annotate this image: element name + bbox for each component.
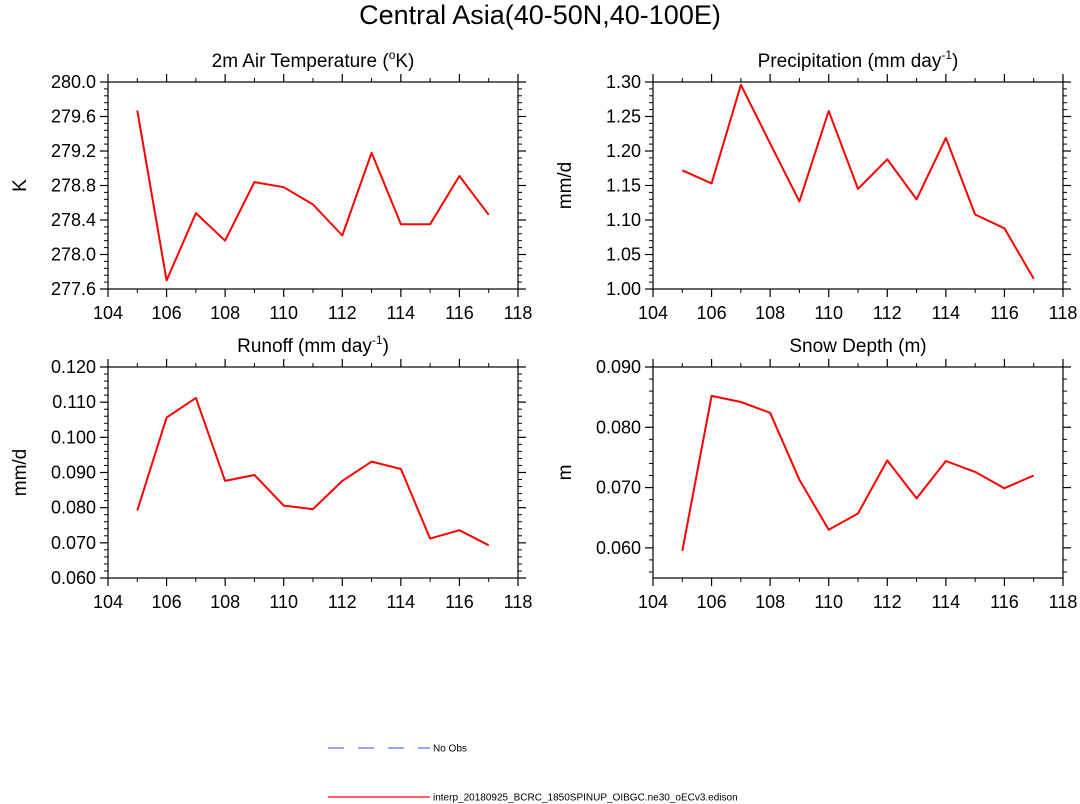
y-tick-label: 0.120: [51, 357, 96, 377]
x-tick-label: 108: [210, 303, 240, 323]
y-tick-label: 0.070: [51, 533, 96, 553]
x-tick-label: 116: [445, 592, 474, 612]
x-tick-label: 114: [932, 592, 961, 612]
x-tick-label: 106: [697, 303, 727, 323]
y-tick-label: 0.060: [51, 568, 96, 588]
y-tick-label: 0.080: [596, 417, 641, 437]
y-tick-label: 1.15: [606, 176, 641, 196]
x-tick-label: 104: [93, 303, 123, 323]
chart-panel-4: 104 106 108 110 112 114 116 118 0.060 0.070 0.080 0…: [555, 336, 1077, 612]
x-tick-label: 112: [328, 303, 357, 323]
y-tick-label: 279.2: [51, 141, 96, 161]
y-tick-label: 1.30: [606, 72, 641, 92]
panel-title-main: Runoff (mm day: [237, 336, 372, 357]
y-tick-label: 0.060: [596, 538, 641, 558]
x-tick-label: 104: [93, 592, 123, 612]
x-tick-label: 116: [445, 303, 474, 323]
x-tick-label: 104: [638, 303, 668, 323]
y-tick-label: 278.4: [51, 210, 96, 230]
x-tick-label: 104: [638, 592, 668, 612]
x-tick-label: 110: [269, 303, 298, 323]
x-tick-label: 108: [755, 592, 785, 612]
x-tick-label: 118: [1049, 303, 1078, 323]
chart-panel-3: 104 106 108 110 112 114 116 118 0.060 0.070 0.080 0…: [10, 333, 532, 612]
x-tick-label: 118: [504, 592, 533, 612]
y-tick-label: 0.090: [596, 357, 641, 377]
x-tick-label: 118: [1049, 592, 1078, 612]
panel-title-main: 2m Air Temperature (: [212, 51, 390, 72]
x-tick-label: 110: [814, 303, 843, 323]
series-line: [681, 394, 1035, 552]
panel-title-main: Snow Depth (m): [789, 336, 926, 357]
series-line: [136, 110, 490, 282]
x-tick-label: 116: [990, 303, 1019, 323]
y-tick-label: 0.100: [51, 427, 96, 447]
chart-panels: 104 106 108 110 112 114 116 118 277.6 278.0 278.4 2…: [10, 48, 1077, 612]
series-line: [136, 396, 490, 547]
x-tick-label: 106: [152, 592, 182, 612]
y-tick-label: 0.090: [51, 463, 96, 483]
panel-title-superscript: -1: [372, 333, 383, 347]
plot-frame: [107, 81, 519, 290]
panel-title-tail: ): [383, 336, 389, 357]
panel-title: Precipitation (mm day-1): [758, 48, 959, 72]
panel-title-tail: K): [395, 51, 414, 72]
x-tick-label: 114: [932, 303, 961, 323]
x-tick-label: 114: [387, 592, 416, 612]
figure-title: Central Asia(40-50N,40-100E): [359, 0, 721, 30]
panel-title: 2m Air Temperature (oK): [212, 48, 415, 72]
y-axis-label: mm/d: [10, 449, 31, 497]
x-tick-label: 112: [873, 303, 902, 323]
panel-title: Snow Depth (m): [789, 336, 926, 357]
x-tick-label: 108: [755, 303, 785, 323]
panel-title-tail: ): [952, 51, 958, 72]
y-axis-label: mm/d: [555, 162, 576, 210]
x-tick-label: 108: [210, 592, 240, 612]
plot-frame: [107, 366, 519, 579]
x-tick-label: 112: [873, 592, 902, 612]
chart-panel-1: 104 106 108 110 112 114 116 118 277.6 278.0 278.4 2…: [10, 48, 532, 323]
y-tick-label: 278.0: [51, 245, 96, 265]
y-tick-label: 280.0: [51, 72, 96, 92]
plot-frame: [652, 366, 1064, 579]
series-line: [681, 83, 1035, 280]
legend-label: interp_20180925_BCRC_1850SPINUP_OIBGC.ne…: [433, 793, 738, 804]
panel-title-main: Precipitation (mm day: [758, 51, 942, 72]
legend-label: No Obs: [433, 744, 467, 755]
y-axis-label: K: [10, 179, 31, 192]
y-tick-label: 1.25: [606, 107, 641, 127]
x-tick-label: 106: [152, 303, 182, 323]
chart-panel-2: 104 106 108 110 112 114 116 118 1.00 1.05 1.10 1.15…: [555, 48, 1077, 323]
x-tick-label: 114: [387, 303, 416, 323]
y-tick-label: 1.05: [606, 245, 641, 265]
panel-title-superscript: o: [389, 48, 396, 62]
x-tick-label: 116: [990, 592, 1019, 612]
panel-title-superscript: -1: [941, 48, 952, 62]
y-tick-label: 1.10: [606, 210, 641, 230]
legend: No Obs interp_20180925_BCRC_1850SPINUP_OI…: [328, 744, 738, 804]
y-tick-label: 1.20: [606, 141, 641, 161]
y-tick-label: 279.6: [51, 107, 96, 127]
y-tick-label: 0.110: [52, 392, 96, 412]
x-tick-label: 106: [697, 592, 727, 612]
y-axis-label: m: [555, 465, 576, 481]
y-tick-label: 277.6: [51, 279, 96, 299]
x-tick-label: 112: [328, 592, 357, 612]
y-tick-label: 0.070: [596, 478, 641, 498]
x-tick-label: 110: [814, 592, 843, 612]
plot-frame: [652, 81, 1064, 290]
panel-title: Runoff (mm day-1): [237, 333, 389, 357]
x-tick-label: 118: [504, 303, 533, 323]
y-tick-label: 1.00: [606, 279, 641, 299]
y-tick-label: 278.8: [51, 176, 96, 196]
y-tick-label: 0.080: [51, 498, 96, 518]
x-tick-label: 110: [269, 592, 298, 612]
